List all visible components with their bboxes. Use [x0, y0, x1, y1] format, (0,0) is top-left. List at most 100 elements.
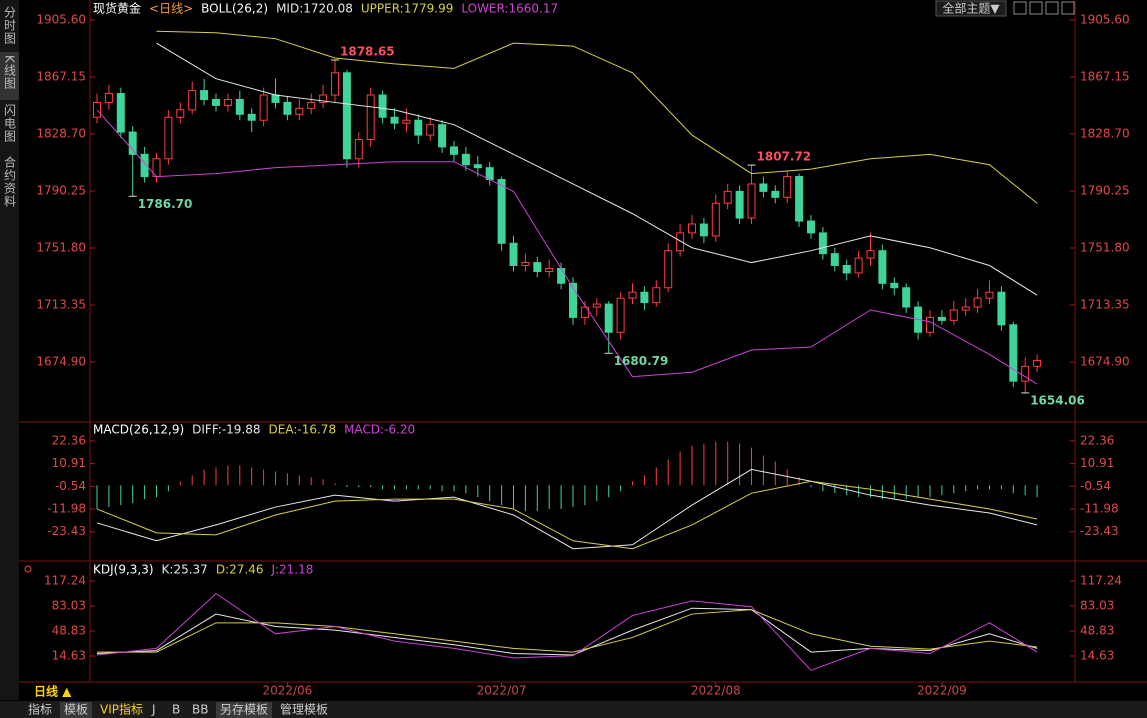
candle-body: [854, 257, 863, 274]
theme-button-box[interactable]: [935, 0, 1007, 17]
bottom-tab[interactable]: BB: [192, 703, 208, 717]
candle-body: [533, 262, 542, 272]
bottom-bar: [0, 701, 1147, 718]
y-tick-label: 14.63: [1080, 648, 1114, 662]
y-tick-label: 117.24: [1080, 573, 1122, 587]
candle-body: [771, 190, 780, 198]
candle-body: [426, 124, 435, 136]
y-tick-label: 14.63: [52, 648, 86, 662]
bottom-tab[interactable]: VIP指标: [100, 702, 143, 717]
x-tick-label: 2022/09: [917, 684, 967, 698]
y-tick-label: -11.98: [47, 502, 86, 516]
y-tick-label: -23.43: [1080, 524, 1119, 538]
x-tick-label: 2022/07: [477, 684, 527, 698]
y-tick-label: -23.43: [47, 524, 86, 538]
candle-body: [164, 116, 173, 160]
y-tick-label: 1867.15: [36, 70, 86, 84]
candle-body: [557, 267, 566, 284]
icon[interactable]: [1061, 1, 1075, 15]
tab-selected: [216, 702, 272, 718]
candle-body: [402, 119, 411, 124]
indicator-line: [156, 30, 1038, 204]
candle-body: [354, 139, 363, 160]
y-tick-label: 22.36: [1080, 433, 1114, 447]
candle-body: [640, 291, 649, 304]
theme-button[interactable]: 全部主题▼: [942, 1, 1000, 16]
bottom-tab[interactable]: 指标: [28, 702, 52, 717]
sidebar-selected: [0, 52, 19, 100]
kdj-icon: [24, 565, 32, 573]
legend-entry: K:25.37: [162, 563, 208, 577]
legend-entry: MACD(26,12,9): [93, 423, 184, 437]
candle-body: [628, 291, 637, 299]
candle-body: [235, 98, 244, 115]
bottom-tab[interactable]: B: [172, 703, 180, 717]
y-tick-label: 1674.90: [1080, 355, 1130, 369]
sidebar-tab[interactable]: 闪电图: [3, 104, 17, 143]
icon[interactable]: [1045, 1, 1059, 15]
annotation: 1786.70: [138, 197, 193, 211]
legend-entry: 现货黄金: [93, 1, 141, 16]
y-tick-label: 1867.15: [1080, 70, 1130, 84]
icon[interactable]: [1029, 1, 1043, 15]
tab-selected: [60, 702, 92, 718]
candle-body: [295, 107, 304, 115]
indicator-line: [96, 480, 1038, 550]
sidebar-tab[interactable]: 分时图: [3, 6, 17, 45]
sidebar-tab[interactable]: 合约资料: [3, 155, 17, 208]
y-tick-label: 10.91: [52, 456, 86, 470]
y-tick-label: -0.54: [1080, 479, 1111, 493]
candle-body: [1021, 365, 1030, 382]
candle-body: [711, 202, 720, 237]
indicator-line: [96, 109, 1038, 385]
candle-body: [652, 287, 661, 304]
candle-body: [450, 146, 458, 155]
icon[interactable]: [1013, 1, 1027, 15]
y-tick-label: 1905.60: [1080, 13, 1130, 27]
bottom-tab[interactable]: 另存模板: [220, 703, 268, 717]
window-icons: [1013, 1, 1075, 15]
candle-body: [569, 282, 577, 318]
y-tick-label: 1790.25: [36, 184, 86, 198]
candle-body: [1033, 359, 1042, 367]
candle-body: [223, 98, 232, 106]
candle-body: [949, 309, 958, 321]
indicator-line: [97, 609, 1038, 653]
legend-entry: DIFF:-19.88: [192, 423, 260, 437]
sidebar-tab[interactable]: K线图: [3, 55, 17, 90]
legend-entry: J:21.18: [270, 563, 313, 577]
y-tick-label: 117.24: [44, 573, 86, 587]
candle-body: [212, 98, 220, 106]
candle-body: [271, 94, 280, 103]
candle-body: [473, 164, 482, 169]
legend-entry: UPPER:1779.99: [361, 2, 453, 16]
candle-body: [890, 282, 899, 289]
legend-entry: DEA:-16.78: [269, 423, 337, 437]
candle-body: [521, 262, 530, 267]
x-tick-label: 2022/08: [691, 684, 741, 698]
candle-body: [842, 265, 851, 274]
y-tick-label: 1751.80: [36, 241, 86, 255]
candle-body: [735, 190, 744, 219]
period-button[interactable]: 日线 ▲: [34, 684, 72, 699]
y-tick-label: 1751.80: [1080, 241, 1130, 255]
candle-body: [723, 190, 732, 204]
candle-body: [140, 153, 149, 178]
y-tick-label: 83.03: [1080, 598, 1114, 612]
candle-body: [604, 303, 613, 333]
bottom-tab[interactable]: 管理模板: [280, 702, 328, 717]
legend-entry: <日线>: [149, 2, 193, 16]
candle-body: [783, 176, 792, 198]
y-tick-label: 1674.90: [36, 355, 86, 369]
y-tick-label: -11.98: [1080, 502, 1119, 516]
bottom-tab[interactable]: 模板: [64, 703, 88, 717]
bottom-tab[interactable]: J: [151, 703, 156, 717]
indicator-line: [96, 592, 1038, 671]
candle-body: [93, 101, 101, 118]
candle-body: [414, 119, 423, 136]
candle-body: [283, 101, 292, 115]
candle-body: [759, 183, 768, 192]
candle-body: [366, 94, 375, 140]
candle-body: [319, 94, 328, 103]
candle-body: [307, 101, 316, 109]
